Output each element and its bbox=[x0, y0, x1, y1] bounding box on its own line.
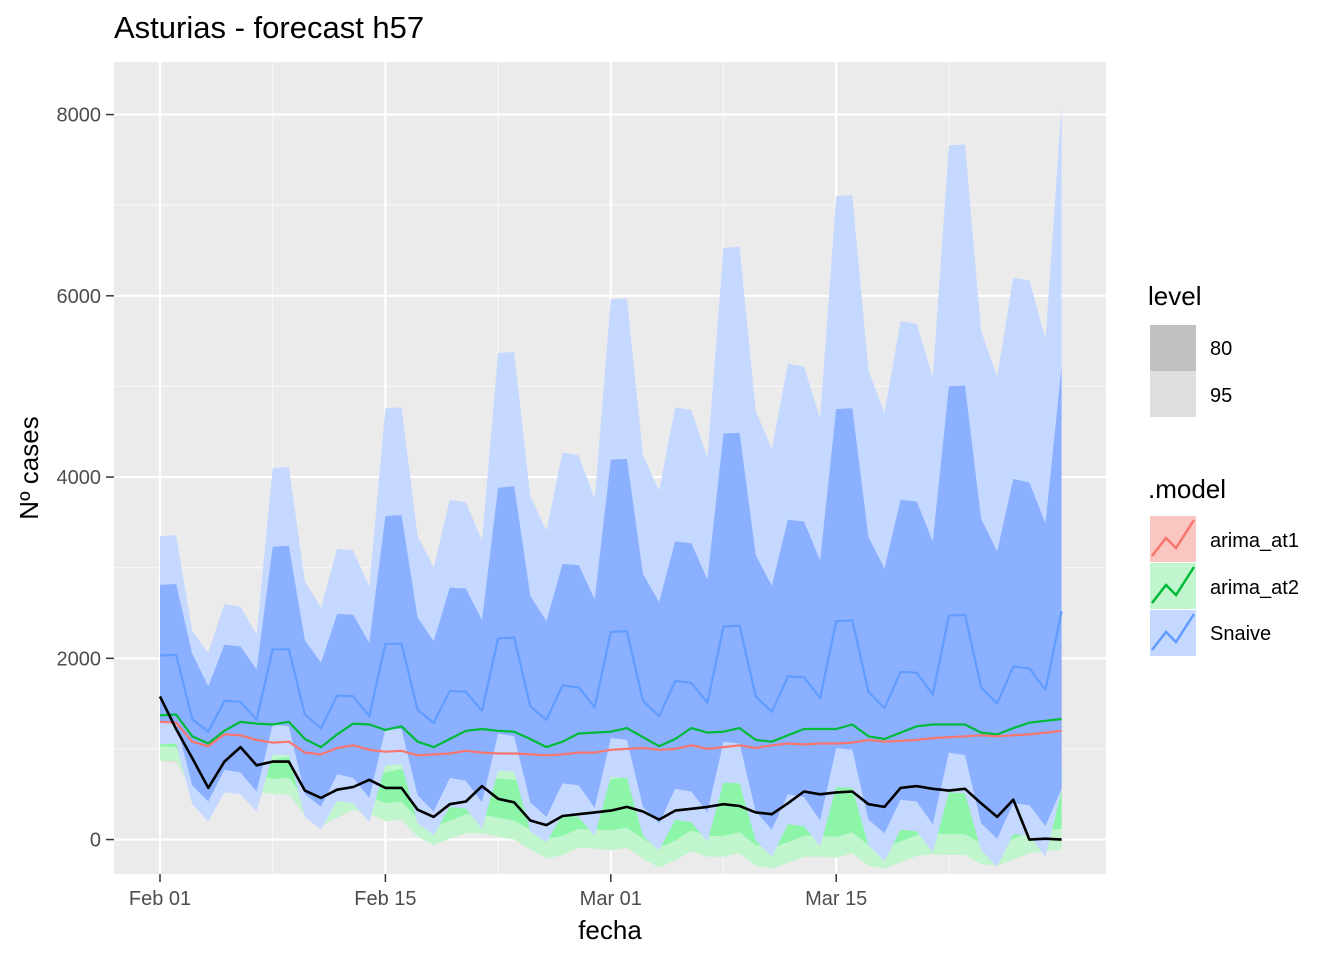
x-tick-label: Feb 01 bbox=[129, 888, 191, 910]
interval-bands bbox=[160, 105, 1062, 869]
x-axis-title: fecha bbox=[578, 915, 642, 945]
series-line-observed bbox=[158, 695, 1062, 841]
y-tick-label: 4000 bbox=[57, 467, 102, 489]
legend-swatch-80 bbox=[1150, 325, 1196, 371]
y-tick-label: 0 bbox=[90, 830, 101, 852]
band-80-arima-at2 bbox=[160, 741, 1062, 848]
legend-level-title: level bbox=[1148, 281, 1201, 311]
x-tick-label: Feb 15 bbox=[354, 888, 416, 910]
y-tick-label: 6000 bbox=[57, 286, 102, 308]
series-line-arima-at2 bbox=[159, 713, 1062, 749]
legend-label-80: 80 bbox=[1210, 338, 1232, 360]
legend-label-arima-at2: arima_at2 bbox=[1210, 577, 1299, 599]
legend-label-snaive: Snaive bbox=[1210, 623, 1271, 645]
legend-level: level 80 95 bbox=[1148, 281, 1232, 417]
x-tick-label: Mar 01 bbox=[580, 888, 642, 910]
y-tick-label: 2000 bbox=[57, 648, 102, 670]
legend-swatch-arima-at1 bbox=[1150, 516, 1196, 562]
legend-swatch-snaive bbox=[1150, 610, 1196, 656]
series-line-snaive bbox=[159, 610, 1063, 733]
legend-swatch-arima-at2 bbox=[1150, 563, 1196, 609]
chart-title: Asturias - forecast h57 bbox=[114, 10, 424, 45]
series-line-arima-at1 bbox=[159, 720, 1062, 757]
legend-line-arima-at1 bbox=[1151, 519, 1196, 557]
y-tick-label: 8000 bbox=[57, 105, 102, 127]
x-axis: Feb 01 Feb 15 Mar 01 Mar 15 bbox=[129, 874, 867, 910]
legend-line-snaive bbox=[1151, 613, 1196, 651]
legend-label-arima-at1: arima_at1 bbox=[1210, 530, 1299, 552]
legend-label-95: 95 bbox=[1210, 385, 1232, 407]
band-80-snaive bbox=[160, 366, 1062, 839]
series-lines bbox=[158, 610, 1063, 841]
legend-swatch-95 bbox=[1150, 371, 1196, 417]
y-axis-title: Nº cases bbox=[14, 416, 44, 519]
legend-line-arima-at2 bbox=[1151, 566, 1196, 604]
x-tick-label: Mar 15 bbox=[805, 888, 867, 910]
legend-model: .model arima_at1 arima_at2 Snaive bbox=[1148, 474, 1299, 656]
y-axis: 0 2000 4000 6000 8000 bbox=[57, 105, 114, 852]
legend-model-title: .model bbox=[1148, 474, 1226, 504]
